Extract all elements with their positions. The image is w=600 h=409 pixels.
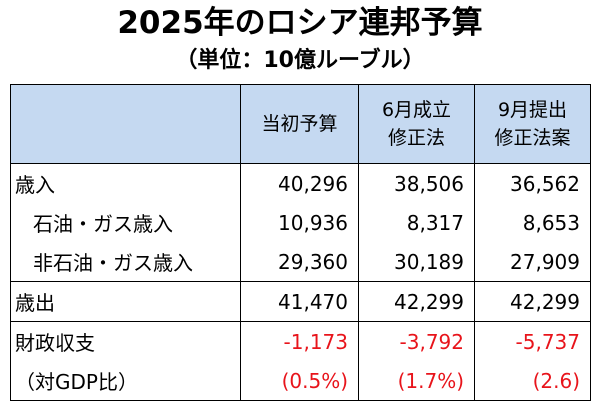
table-row-non-oil-gas-revenue: 非石油・ガス歳入 29,360 30,189 27,909 <box>10 242 591 282</box>
header-june-revision: 6月成立 修正法 <box>358 84 475 164</box>
unit-subtitle: （単位：10億ルーブル） <box>175 48 425 73</box>
cell-value: 8,317 <box>358 203 475 242</box>
cell-value: 27,909 <box>474 242 591 282</box>
row-label: 石油・ガス歳入 <box>10 203 241 242</box>
row-label: 歳出 <box>10 281 241 322</box>
cell-value: 30,189 <box>358 242 475 282</box>
cell-value-negative: (1.7%) <box>358 361 475 401</box>
row-label: 歳入 <box>10 163 241 203</box>
cell-value-negative: (0.5%) <box>240 361 359 401</box>
table-row-oil-gas-revenue: 石油・ガス歳入 10,936 8,317 8,653 <box>10 203 591 242</box>
budget-table: 当初予算 6月成立 修正法 9月提出 修正法案 歳入 40,296 38,506… <box>10 84 591 401</box>
cell-value: 42,299 <box>474 281 591 322</box>
table-row-fiscal-balance: 財政収支 -1,173 -3,792 -5,737 <box>10 321 591 361</box>
row-label: 財政収支 <box>10 321 241 361</box>
table-row-gdp-ratio: （対GDP比） (0.5%) (1.7%) (2.6) <box>10 361 591 401</box>
cell-value: 38,506 <box>358 163 475 203</box>
header-blank <box>10 84 241 164</box>
header-sept-proposal: 9月提出 修正法案 <box>474 84 591 164</box>
cell-value: 42,299 <box>358 281 475 322</box>
header-june-revision-line2: 修正法 <box>387 127 445 149</box>
cell-value-negative: (2.6) <box>474 361 591 401</box>
cell-value: 41,470 <box>240 281 359 322</box>
row-label: （対GDP比） <box>10 361 241 401</box>
row-label: 非石油・ガス歳入 <box>10 242 241 282</box>
header-row: 当初予算 6月成立 修正法 9月提出 修正法案 <box>10 84 591 164</box>
header-initial-budget: 当初予算 <box>240 84 359 164</box>
header-sept-proposal-line1: 9月提出 <box>497 99 568 121</box>
header-initial-budget-line1: 当初予算 <box>261 113 338 135</box>
cell-value-negative: -1,173 <box>240 321 359 361</box>
table-row-revenue: 歳入 40,296 38,506 36,562 <box>10 163 591 203</box>
cell-value-negative: -5,737 <box>474 321 591 361</box>
header-june-revision-line1: 6月成立 <box>381 99 452 121</box>
cell-value-negative: -3,792 <box>358 321 475 361</box>
cell-value: 29,360 <box>240 242 359 282</box>
cell-value: 36,562 <box>474 163 591 203</box>
cell-value: 40,296 <box>240 163 359 203</box>
cell-value: 10,936 <box>240 203 359 242</box>
table-row-expenditure: 歳出 41,470 42,299 42,299 <box>10 281 591 322</box>
cell-value: 8,653 <box>474 203 591 242</box>
header-sept-proposal-line2: 修正法案 <box>494 127 571 149</box>
page-title: 2025年のロシア連邦予算 <box>117 5 483 41</box>
